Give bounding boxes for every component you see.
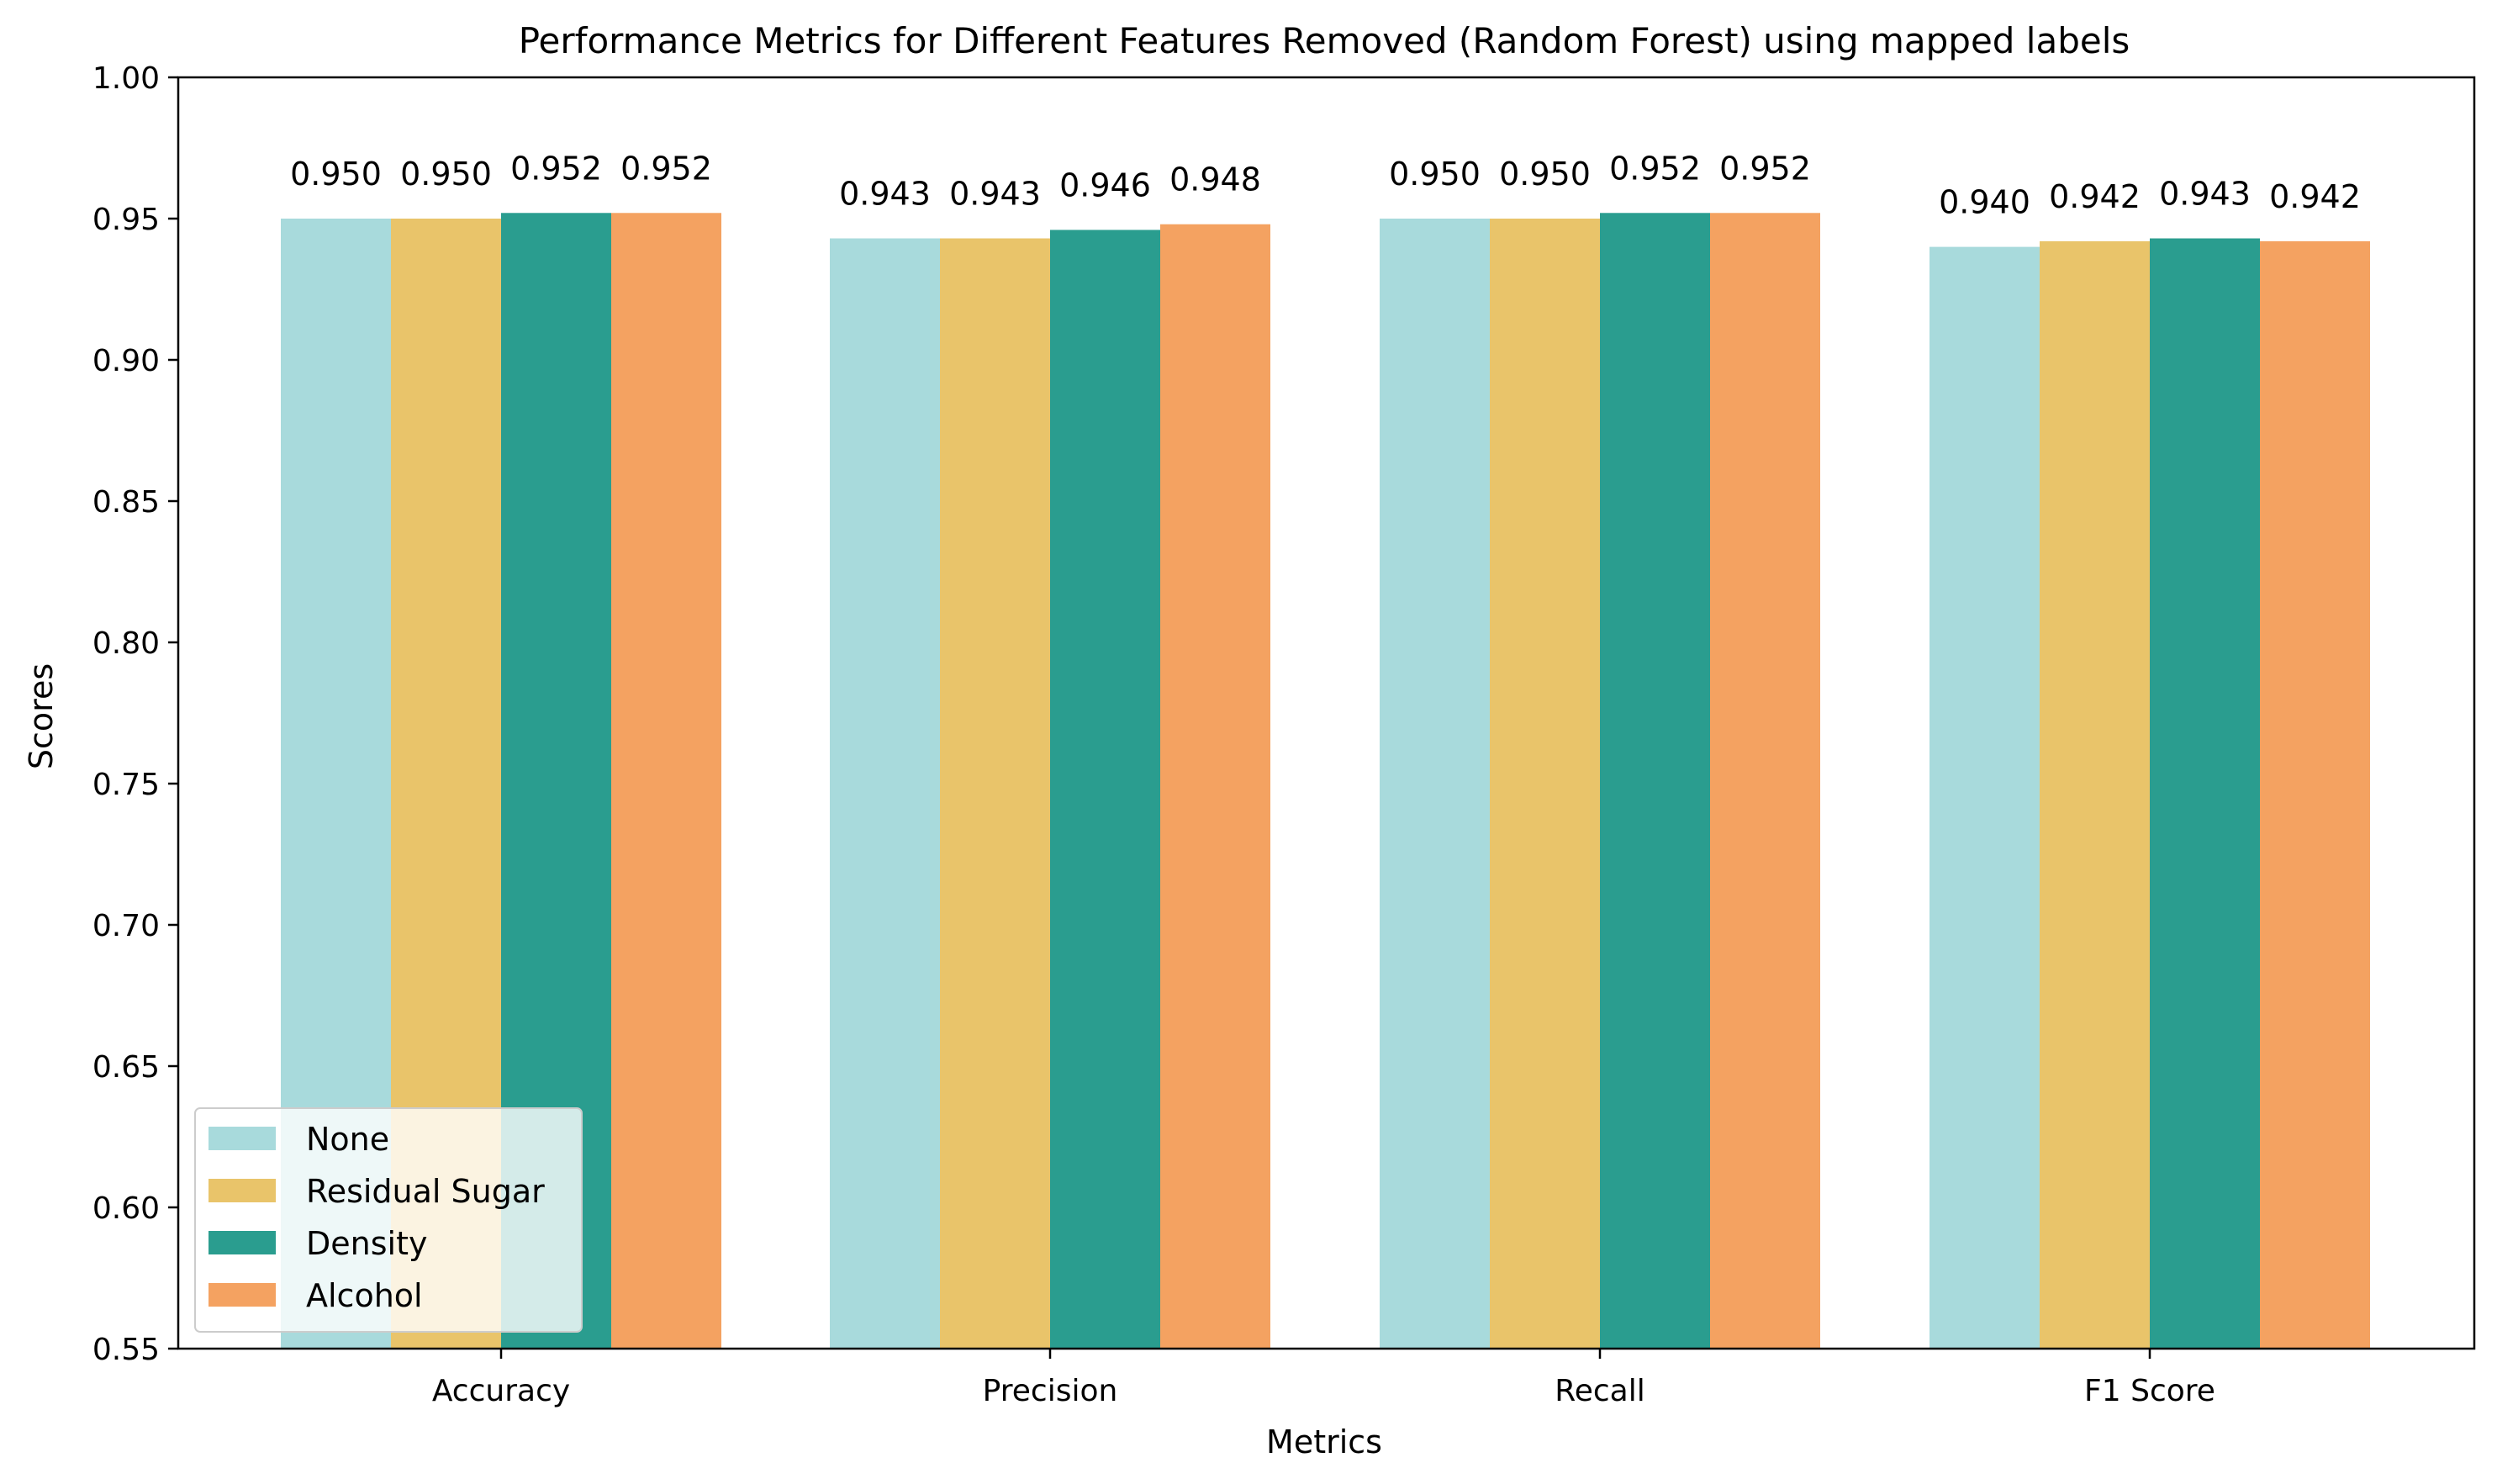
legend-label: Alcohol [306,1277,423,1314]
bar-f1-score-none [1930,246,2040,1349]
plot-frame [177,76,2476,1350]
data-label: 0.943 [949,176,1041,213]
data-label: 0.952 [620,150,712,187]
legend-label: Residual Sugar [306,1173,545,1210]
bar-f1-score-residual-sugar [2040,240,2150,1349]
data-label: 0.950 [400,156,492,193]
bar-recall-residual-sugar [1490,219,1600,1349]
data-label: 0.952 [1719,150,1811,187]
data-label: 0.943 [2159,176,2251,213]
y-tick-label: 0.85 [92,485,160,520]
bar-f1-score-alcohol [2260,240,2370,1349]
legend: None Residual Sugar Density Alcohol [194,1107,583,1333]
data-label: 0.952 [1609,150,1701,187]
y-tick-label: 0.90 [92,344,160,378]
data-label: 0.943 [839,176,931,213]
chart-title: Performance Metrics for Different Featur… [519,20,2130,61]
bar-precision-density [1050,230,1160,1349]
bars-layer [281,213,2370,1349]
legend-swatch [209,1283,276,1307]
bar-f1-score-density [2150,238,2260,1349]
bar-accuracy-alcohol [611,213,721,1349]
bar-precision-residual-sugar [940,238,1050,1349]
axes-layer: 0.55 0.60 0.65 0.70 0.75 0.80 0.85 0.90 0.95 1.00… [92,61,2476,1408]
y-tick-label: 0.80 [92,626,160,661]
x-axis-label: Metrics [1266,1423,1382,1460]
bar-precision-alcohol [1160,224,1270,1349]
y-tick-label: 0.75 [92,768,160,802]
y-tick-label: 0.70 [92,909,160,943]
data-label: 0.952 [510,150,602,187]
data-label: 0.950 [1499,156,1591,193]
data-label: 0.942 [2049,178,2141,215]
data-label: 0.946 [1059,166,1151,203]
y-tick-label: 1.00 [92,61,160,96]
y-tick-label: 0.55 [92,1333,160,1367]
legend-box [194,1107,583,1333]
data-label: 0.940 [1939,184,2030,221]
y-axis-label: Scores [23,663,60,769]
data-label: 0.950 [290,156,382,193]
legend-label: Density [306,1225,427,1262]
data-labels-layer: 0.950 0.950 0.952 0.952 0.943 0.943 0.946 0.948… [290,150,2361,220]
data-label: 0.942 [2269,178,2361,215]
legend-swatch [209,1179,276,1202]
y-tick-label: 0.60 [92,1191,160,1226]
legend-label: None [306,1121,389,1158]
bar-recall-density [1600,213,1710,1349]
y-tick-label: 0.95 [92,203,160,237]
bar-precision-none [830,238,940,1349]
bar-recall-alcohol [1710,213,1820,1349]
x-tick-label: F1 Score [2084,1374,2215,1408]
x-tick-label: Recall [1555,1374,1644,1408]
y-tick-label: 0.65 [92,1050,160,1085]
bar-recall-none [1380,219,1490,1349]
data-label: 0.950 [1389,156,1481,193]
legend-swatch [209,1231,276,1254]
x-tick-label: Accuracy [432,1374,570,1408]
x-tick-label: Precision [983,1374,1118,1408]
legend-swatch [209,1127,276,1150]
data-label: 0.948 [1169,161,1261,198]
